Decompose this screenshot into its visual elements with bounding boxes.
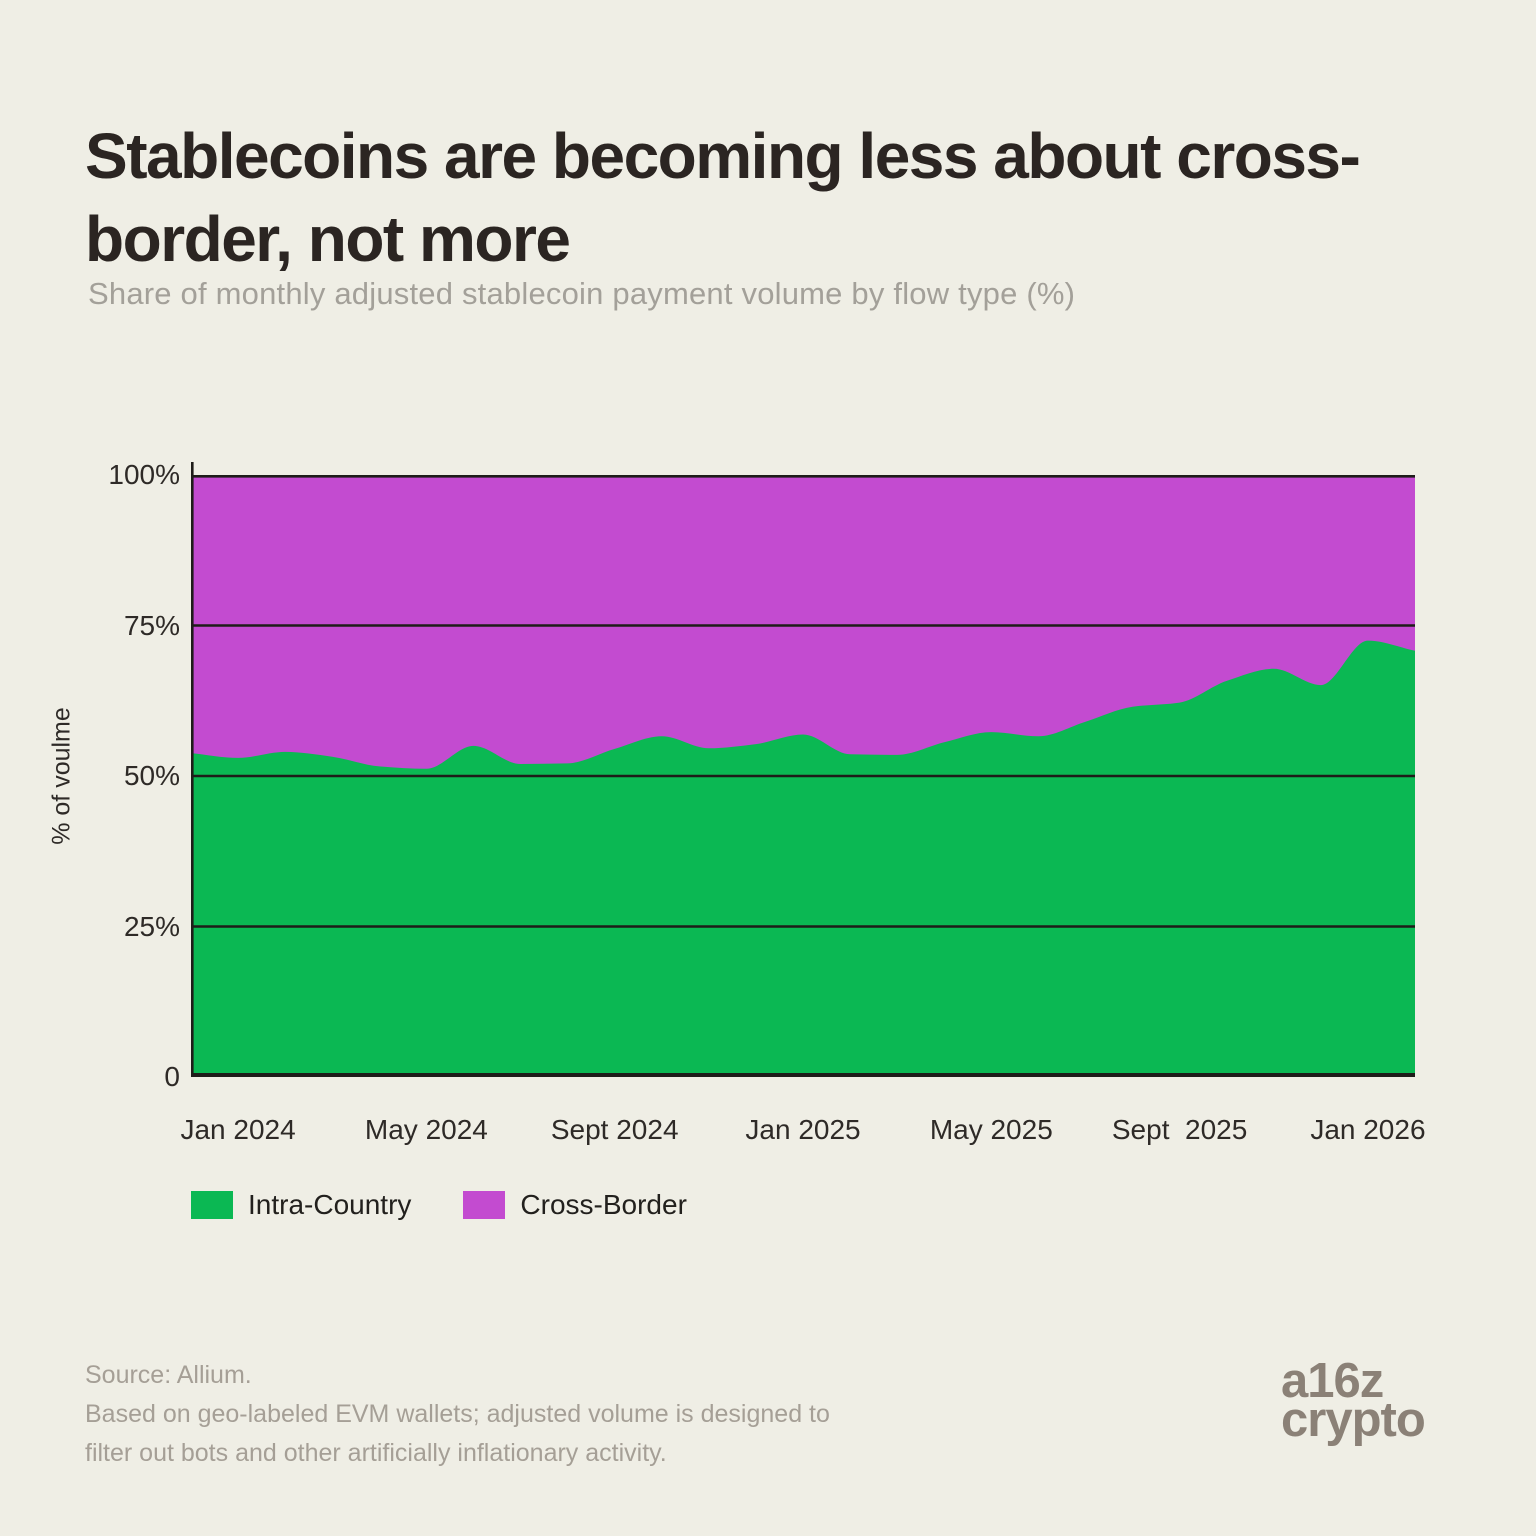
legend-swatch [463, 1191, 506, 1219]
legend-item: Cross-Border [463, 1189, 687, 1221]
y-tick-label-0: 0 [164, 1061, 180, 1092]
chart-legend: Intra-Country Cross-Border [191, 1189, 687, 1221]
chart-subtitle: Share of monthly adjusted stablecoin pay… [88, 276, 1076, 311]
source-note: Source: Allium. Based on geo-labeled EVM… [85, 1361, 830, 1467]
x-tick-label: Jan 2026 [1310, 1114, 1426, 1145]
y-tick-label-25: 25% [123, 910, 180, 942]
a16z-crypto-logo: a16z crypto [1281, 1354, 1426, 1447]
x-tick-label: Sept 2024 [550, 1114, 679, 1145]
legend-swatch [191, 1191, 233, 1219]
x-tick-label: May 2025 [929, 1114, 1053, 1145]
y-tick-label-100: 100% [108, 459, 180, 490]
legend-item: Intra-Country [191, 1189, 411, 1221]
x-tick-label: Jan 2025 [745, 1114, 861, 1145]
legend-label: Cross-Border [520, 1189, 687, 1220]
y-tick-label-50: 50% [123, 760, 180, 791]
x-tick-label: Sept 2025 [1111, 1114, 1248, 1145]
logo-line-crypto: crypto [1281, 1393, 1426, 1447]
legend-label: Intra-Country [248, 1189, 412, 1220]
stacked-area-chart [190, 462, 1415, 1077]
x-tick-label: Jan 2024 [180, 1114, 296, 1145]
x-tick-label: May 2024 [364, 1114, 488, 1145]
logo-line-a16z: a16z [1281, 1354, 1384, 1408]
area-chart-svg [190, 462, 1415, 1077]
chart-title: Stablecoins are becoming less about cros… [85, 119, 1361, 276]
y-tick-label-75: 75% [123, 609, 180, 641]
intra-country-area [191, 640, 1415, 1077]
